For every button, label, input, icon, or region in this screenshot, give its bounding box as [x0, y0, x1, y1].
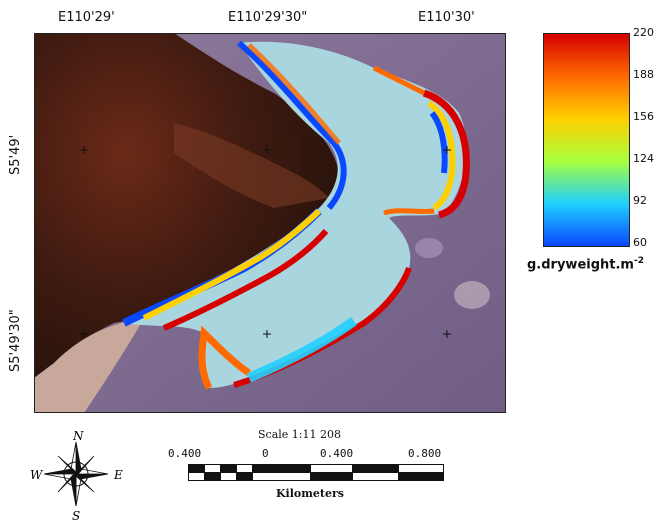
urban-area [174, 123, 329, 208]
reef-patch-1 [454, 281, 490, 309]
lon-label-2: E110'29'30" [228, 10, 308, 25]
scale-value-2: 0 [262, 447, 269, 460]
unit-exponent: -2 [633, 256, 644, 266]
reef-flat [124, 41, 467, 388]
colorbar-tick-60: 60 [633, 236, 647, 249]
scale-bar [188, 464, 444, 481]
biomass-band-north [372, 65, 426, 96]
compass-n: N [72, 429, 84, 443]
biomass-band-right-inner [429, 111, 448, 174]
colorbar-tick-220: 220 [633, 26, 654, 39]
sand-area [34, 318, 144, 413]
compass-w: W [30, 468, 44, 482]
biomass-band-right-outer [422, 89, 470, 219]
unit-text: g.dryweight.m [527, 257, 634, 273]
biomass-band-right-mid [427, 100, 456, 211]
graticule-marks [80, 146, 451, 338]
biomass-band-north-bay [383, 208, 435, 216]
colorbar-tick-92: 92 [633, 194, 647, 207]
colorbar-tick-188: 188 [633, 68, 654, 81]
land-area [34, 33, 339, 378]
biomass-band-high [247, 43, 341, 145]
scale-title: Scale 1:11 208 [258, 428, 341, 441]
biomass-band-cyan [247, 316, 357, 383]
compass-rose-icon: N S E W [30, 429, 123, 521]
lat-label-1: S5'49' [8, 134, 23, 175]
colorbar-unit: g.dryweight.m-2 [527, 256, 644, 272]
colorbar [543, 33, 630, 247]
biomass-band-west [198, 325, 251, 390]
scale-units: Kilometers [276, 487, 344, 500]
scale-value-1: 0.400 [168, 447, 202, 460]
map-frame [34, 33, 506, 413]
compass-e: E [113, 468, 123, 482]
lon-label-3: E110'30' [418, 10, 475, 25]
compass-s: S [72, 509, 80, 521]
lon-label-1: E110'29' [58, 10, 115, 25]
lat-label-2: S5'49'30" [8, 309, 23, 372]
scale-value-4: 0.800 [408, 447, 442, 460]
colorbar-tick-156: 156 [633, 110, 654, 123]
scale-value-3: 0.400 [320, 447, 354, 460]
biomass-band-low [237, 40, 347, 210]
colorbar-tick-124: 124 [633, 152, 654, 165]
reef-patch-2 [415, 238, 443, 258]
satellite-map [34, 33, 506, 413]
biomass-band-mid-south [142, 208, 322, 321]
biomass-band-high-south [162, 229, 329, 331]
